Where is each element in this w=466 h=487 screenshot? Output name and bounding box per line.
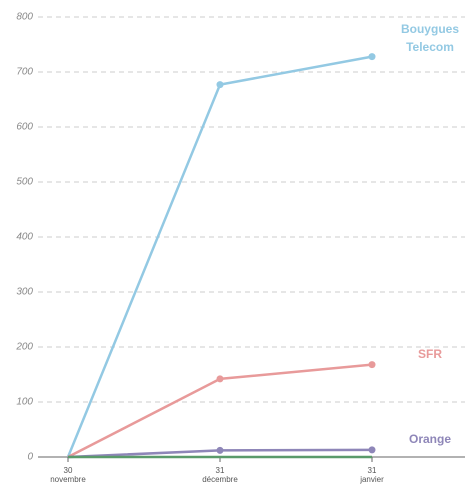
point <box>368 361 376 369</box>
y-tick-label: 200 <box>15 342 33 353</box>
point <box>368 446 376 454</box>
y-tick-label: 600 <box>16 122 33 133</box>
point <box>368 53 376 61</box>
series-label: Bouygues Telecom <box>400 22 459 54</box>
point <box>216 375 224 383</box>
point <box>216 81 224 89</box>
x-tick-label: novembre <box>50 475 86 484</box>
y-tick-label: 500 <box>16 177 33 188</box>
point <box>216 446 224 454</box>
y-tick-label: 300 <box>16 287 33 298</box>
y-tick-label: 800 <box>16 12 33 23</box>
series-label: Orange <box>408 432 451 446</box>
y-tick-label: 0 <box>27 452 33 463</box>
x-tick-label: 31 <box>216 466 225 475</box>
y-tick-label: 100 <box>16 397 33 408</box>
x-tick-label: 30 <box>64 466 73 475</box>
series-line <box>66 55 373 458</box>
y-tick-label: 700 <box>16 67 33 78</box>
series-label: SFR <box>418 347 442 361</box>
x-tick-label: décembre <box>202 475 238 484</box>
y-tick-label: 400 <box>16 232 33 243</box>
x-tick-label: 31 <box>368 466 377 475</box>
x-tick-label: janvier <box>359 475 384 484</box>
